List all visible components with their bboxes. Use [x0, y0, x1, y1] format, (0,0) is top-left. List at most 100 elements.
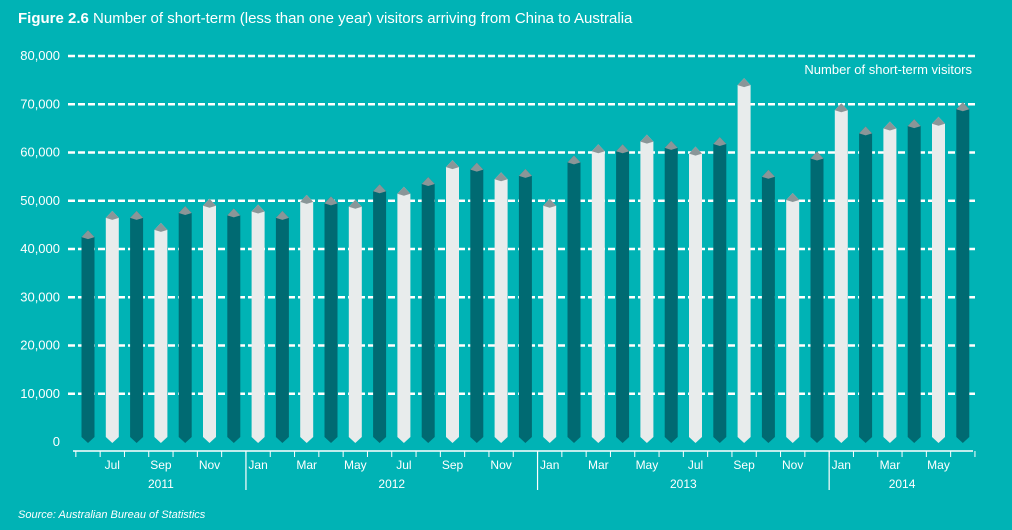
bar	[81, 230, 95, 443]
bar	[956, 102, 970, 443]
bar-top-cap	[640, 134, 654, 144]
bar	[446, 160, 459, 443]
y-tick-label: 80,000	[20, 48, 60, 63]
x-month-label: Jul	[105, 458, 120, 472]
bar	[130, 210, 144, 443]
y-tick-label: 70,000	[20, 96, 60, 111]
bar	[300, 194, 314, 443]
x-month-label: Jul	[396, 458, 411, 472]
x-month-label: Mar	[588, 458, 609, 472]
bar-top-cap	[786, 192, 800, 202]
bar	[348, 199, 362, 443]
bar-top-cap	[324, 196, 338, 206]
x-month-label: May	[636, 458, 659, 472]
bar-top-cap	[203, 198, 216, 208]
x-year-label: 2012	[378, 477, 405, 491]
y-tick-label: 20,000	[20, 338, 60, 353]
bar-top-cap	[178, 205, 192, 215]
y-tick-label: 0	[53, 434, 60, 449]
bar	[154, 222, 168, 443]
bar	[203, 198, 216, 443]
x-month-label: Nov	[782, 458, 803, 472]
bar-top-cap	[834, 103, 848, 113]
bar-top-cap	[932, 116, 945, 126]
chart-title: Figure 2.6 Number of short-term (less th…	[18, 10, 632, 27]
bar	[664, 140, 678, 443]
bar	[518, 168, 532, 443]
bar	[713, 136, 727, 444]
y-tick-label: 50,000	[20, 193, 60, 208]
y-tick-label: 10,000	[20, 386, 60, 401]
bar-top-cap	[518, 168, 532, 178]
bar	[421, 177, 435, 443]
x-month-label: May	[344, 458, 367, 472]
bar-top-cap	[373, 184, 387, 194]
x-month-label: Sep	[150, 458, 172, 472]
y-tick-label: 40,000	[20, 241, 60, 256]
bar-top-cap	[591, 144, 605, 154]
bar-top-cap	[251, 204, 265, 214]
bar	[567, 155, 581, 443]
bar-top-cap	[567, 155, 581, 165]
bar-top-cap	[348, 199, 362, 209]
bar-top-cap	[81, 230, 95, 240]
bar	[834, 103, 848, 443]
bar-top-cap	[300, 194, 314, 204]
bar	[324, 196, 338, 443]
x-month-label: Sep	[442, 458, 464, 472]
bar	[178, 205, 192, 443]
bar-top-cap	[470, 162, 484, 172]
bar-top-cap	[275, 210, 289, 220]
x-year-label: 2011	[148, 477, 174, 491]
bar	[397, 186, 411, 443]
bar	[373, 184, 387, 443]
bar-top-cap	[689, 146, 702, 156]
x-month-label: Jul	[688, 458, 703, 472]
bar-top-cap	[616, 144, 630, 154]
bar	[932, 116, 945, 443]
bar	[105, 210, 119, 443]
x-year-label: 2013	[670, 477, 697, 491]
bar-top-cap	[446, 160, 459, 170]
bar	[810, 151, 824, 443]
bar	[275, 210, 289, 443]
bar	[883, 121, 897, 444]
bar	[907, 119, 921, 443]
bar-top-cap	[421, 177, 435, 187]
bar	[591, 144, 605, 444]
x-month-label: Sep	[733, 458, 755, 472]
bar-top-cap	[130, 210, 144, 220]
x-month-label: Nov	[490, 458, 511, 472]
bar	[786, 192, 800, 443]
x-month-label: Jan	[832, 458, 851, 472]
bar	[689, 146, 702, 443]
bar-top-cap	[810, 151, 824, 161]
bar-top-cap	[105, 210, 119, 220]
bar-top-cap	[859, 126, 873, 136]
bar	[616, 144, 630, 444]
x-month-label: May	[927, 458, 950, 472]
bar-top-cap	[543, 198, 557, 208]
x-month-label: Mar	[880, 458, 901, 472]
bar	[227, 208, 241, 443]
series-label: Number of short-term visitors	[804, 62, 972, 77]
bar	[737, 78, 751, 443]
figure-label: Figure 2.6	[18, 10, 89, 27]
bar-top-cap	[761, 169, 775, 179]
bar-top-cap	[737, 78, 751, 88]
bar	[640, 134, 654, 443]
bar-top-cap	[494, 172, 508, 182]
bar	[859, 126, 873, 443]
bar-top-cap	[664, 140, 678, 150]
y-tick-label: 60,000	[20, 145, 60, 160]
y-tick-label: 30,000	[20, 289, 60, 304]
source-note: Source: Australian Bureau of Statistics	[18, 509, 206, 521]
bar-top-cap	[227, 208, 241, 218]
bar-top-cap	[956, 102, 970, 112]
bar-top-cap	[883, 121, 897, 131]
bar	[761, 169, 775, 444]
x-year-label: 2014	[889, 477, 916, 491]
x-month-label: Mar	[296, 458, 317, 472]
bar-top-cap	[907, 119, 921, 129]
